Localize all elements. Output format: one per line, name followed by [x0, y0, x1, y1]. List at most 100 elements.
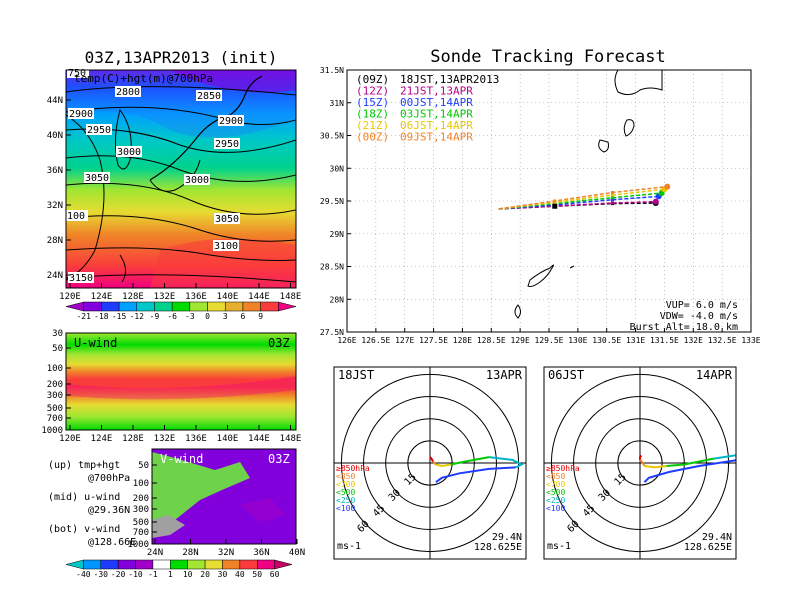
hodograph-frame — [333, 366, 527, 560]
x-tick-label: 129E — [511, 336, 530, 345]
colorbar-label: -1 — [148, 570, 158, 579]
pressure-tick-label: 700 — [133, 528, 149, 538]
colorbar-swatch — [187, 559, 206, 570]
colorbar-swatch — [260, 301, 279, 312]
note-line: (bot) v-wind — [48, 524, 120, 535]
colorbar-label: -20 — [111, 570, 126, 579]
vup-annotation: VUP= 6.0 m/s — [666, 300, 738, 311]
sonde-track-grid — [347, 70, 751, 332]
v-wind-negative-patch — [240, 498, 285, 522]
lat-tick-label: 32N — [47, 201, 63, 211]
pressure-legend-entry: ≥850hPa — [546, 464, 580, 473]
legend-series-label: 06JST,14APR — [400, 119, 473, 132]
x-tick-label: 133E — [741, 336, 760, 345]
colorbar-swatch — [135, 559, 154, 570]
pressure-tick-label: 1000 — [127, 540, 149, 550]
lon-tick-label: 120E — [59, 292, 81, 302]
u-wind-name: U-wind — [74, 336, 117, 350]
x-tick-label: 132.5E — [708, 336, 737, 345]
hodograph-segment — [450, 456, 490, 466]
pressure-tick-label: 1000 — [41, 426, 63, 436]
x-tick-label: 126E — [337, 336, 356, 345]
note-line: (mid) u-wind — [48, 492, 120, 503]
colorbar-swatch — [256, 559, 275, 570]
pressure-legend-entry: <850 — [336, 472, 355, 481]
x-tick-label: 128E — [453, 336, 472, 345]
x-tick-label: 132E — [684, 336, 703, 345]
contour-label: 2850 — [197, 91, 221, 102]
lat-tick-label: 40N — [289, 548, 305, 558]
pressure-tick-label: 50 — [52, 344, 63, 354]
u-wind-field — [66, 333, 296, 430]
pressure-legend-entry: <850 — [546, 472, 565, 481]
colorbar-swatch — [242, 301, 261, 312]
v-wind-positive-region — [152, 452, 250, 535]
contour-label: 3050 — [85, 173, 109, 184]
colorbar-swatch — [100, 559, 119, 570]
y-tick-label: 27.5N — [320, 328, 344, 337]
lat-tick-label: 40N — [47, 131, 63, 141]
lon-tick-label: 128E — [122, 292, 144, 302]
pressure-legend-entry: <100 — [546, 504, 565, 513]
hodograph-lat: 29.4N — [492, 532, 522, 543]
pressure-legend-entry: ≥850hPa — [336, 464, 370, 473]
hodograph-lon: 128.625E — [474, 542, 522, 553]
hodograph-plot — [334, 367, 526, 559]
lon-tick-label: 148E — [280, 434, 302, 444]
colorbar-label: -30 — [94, 570, 109, 579]
hodograph-left-label: 06JST — [548, 368, 584, 382]
sonde-track-lines — [498, 183, 671, 210]
contour-label: 100 — [67, 211, 85, 222]
u-wind-frame — [65, 332, 297, 431]
lon-tick-label: 140E — [217, 292, 239, 302]
contour-label: 750 — [68, 68, 86, 79]
lon-tick-label: 120E — [59, 434, 81, 444]
colorbar-label: -12 — [130, 312, 145, 321]
colorbar-swatch — [204, 559, 223, 570]
colorbar-label: -18 — [94, 312, 109, 321]
note-line: (up) tmp+hgt — [48, 460, 120, 471]
hodograph-label-bg — [482, 368, 525, 380]
pressure-tick-label: 200 — [47, 380, 63, 390]
contour-label: 3050 — [215, 214, 239, 225]
lat-tick-label: 28N — [182, 548, 198, 558]
panel-description-notes: (up) tmp+hgt @700hPa (mid) u-wind @29.36… — [48, 460, 136, 548]
legend-series-name: (21Z) — [356, 119, 389, 132]
note-line: @700hPa — [88, 473, 130, 484]
x-tick-label: 131E — [626, 336, 645, 345]
temperature-detail — [66, 70, 296, 288]
contour-label: 3100 — [214, 241, 238, 252]
colorbar-label: -15 — [112, 312, 127, 321]
hodograph-label-bg — [692, 368, 735, 380]
contour-label: 2900 — [219, 116, 243, 127]
track-marker — [610, 198, 614, 202]
temp-map-lon-axis: 120E 124E 128E 132E 136E 140E 144E 148E — [59, 283, 301, 302]
hodograph-lat: 29.4N — [702, 532, 732, 543]
x-tick-label: 126.5E — [361, 336, 390, 345]
colorbar-swatch — [154, 301, 173, 312]
lon-tick-label: 140E — [217, 434, 239, 444]
hodograph-right-label: 14APR — [696, 368, 733, 382]
hodograph-label-bg — [545, 368, 581, 380]
sonde-track-legend: (09Z) 18JST,13APR2013 (12Z) 21JST,13APR (15Z… — [356, 73, 499, 144]
pressure-tick-label: 100 — [47, 364, 63, 374]
hodograph-unit: ms-1 — [547, 541, 571, 552]
colorbar-label: 20 — [200, 570, 210, 579]
colorbar-swatch — [136, 301, 155, 312]
track-line-18z — [498, 192, 662, 210]
pressure-legend-entry: <250 — [336, 496, 355, 505]
lon-tick-label: 124E — [91, 434, 113, 444]
pressure-tick-label: 500 — [133, 518, 149, 528]
contour-label: 2950 — [87, 125, 111, 136]
colorbar-swatch — [101, 301, 120, 312]
colorbar-swatch — [274, 559, 293, 570]
colorbar-swatch — [224, 301, 244, 312]
lat-tick-label: 28N — [47, 236, 63, 246]
colorbar-swatch — [65, 559, 84, 570]
v-wind-lat-axis: 24N 28N 32N 36N 40N — [147, 539, 305, 558]
pressure-tick-label: 200 — [133, 494, 149, 504]
lat-tick-label: 24N — [147, 548, 163, 558]
contour-label: 3150 — [69, 273, 93, 284]
colorbar-label: 6 — [241, 312, 246, 321]
